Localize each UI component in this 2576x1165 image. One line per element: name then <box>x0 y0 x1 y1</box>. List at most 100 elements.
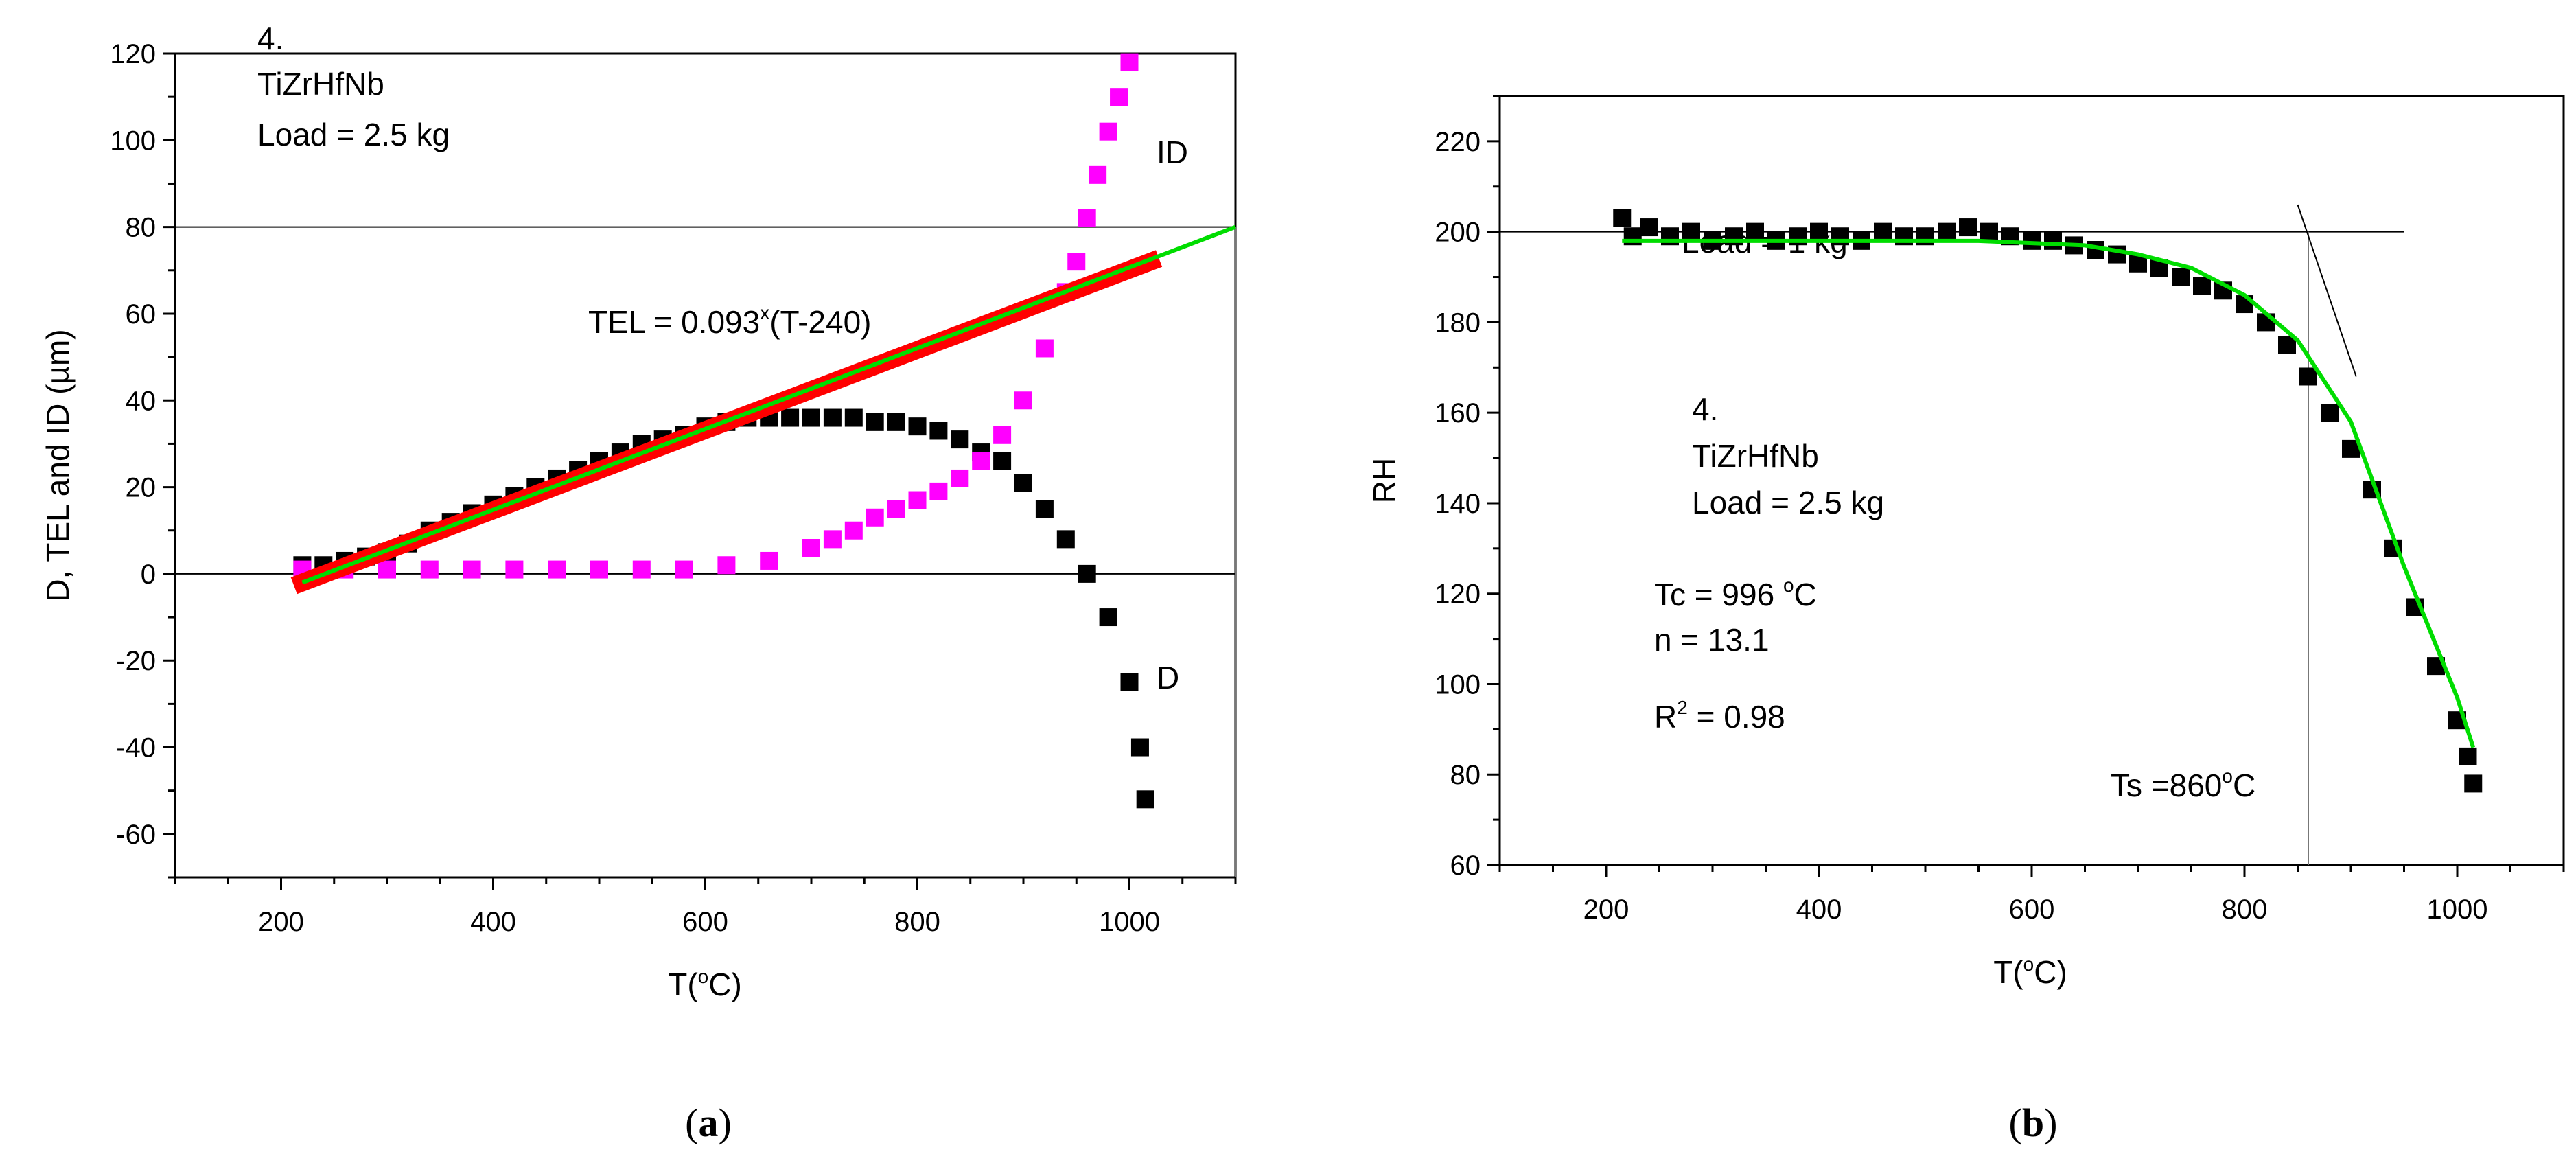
chart-b-xtick-label: 800 <box>2222 895 2268 925</box>
chart-a-ticks: 200 400 600 800 1000 -60 -40 -20 0 20 40 60 80 100 120 <box>110 39 1237 937</box>
chart-b-tangent-line <box>2297 204 2357 377</box>
chart-a-x-label: T(oC) <box>668 966 742 1002</box>
chart-a-point-d <box>1099 608 1117 627</box>
chart-a-point-d <box>866 413 884 431</box>
chart-a-point-d <box>1035 500 1054 518</box>
chart-b-ticks: 200 400 600 800 1000 60 80 100 120 140 160 180 200 22… <box>1435 95 2565 925</box>
chart-b-ytick-label: 100 <box>1435 669 1481 700</box>
chart-b-point-rh <box>1640 218 1658 237</box>
chart-a-point-id <box>1014 391 1032 410</box>
chart-a-annotation-line-3: Load = 2.5 kg <box>257 117 450 152</box>
chart-a-point-id <box>1110 88 1128 106</box>
chart-a-xtick-label: 600 <box>682 907 728 937</box>
chart-b-point-rh <box>1810 222 1828 241</box>
chart-a-point-d <box>823 408 842 427</box>
chart-b-point-rh <box>2459 747 2477 765</box>
chart-a-point-d <box>993 452 1012 470</box>
chart-b-point-rh <box>1980 222 1998 241</box>
chart-a-panel-label: (a) <box>685 1100 732 1145</box>
chart-a-point-d <box>929 422 948 440</box>
chart-b-point-rh <box>2193 277 2211 295</box>
chart-b-ytick-label: 200 <box>1435 218 1481 248</box>
chart-a-point-id <box>420 560 439 579</box>
chart-a-point-id <box>972 452 990 470</box>
chart-b-point-rh <box>1746 222 1764 241</box>
chart-a-label-d: D <box>1157 660 1179 695</box>
chart-a-point-d <box>1056 530 1075 549</box>
chart-b-point-rh <box>1938 222 1956 241</box>
chart-b-point-rh <box>1682 222 1700 241</box>
chart-b-point-rh <box>2321 404 2339 422</box>
chart-a-point-d <box>1078 564 1096 583</box>
chart-b-xtick-label: 1000 <box>2427 895 2488 925</box>
chart-b-tc-value: Tc = 996 oC <box>1654 575 1817 612</box>
chart-a-point-id <box>1067 253 1086 271</box>
chart-a-point-id <box>548 560 566 579</box>
chart-a-point-id <box>844 521 863 540</box>
chart-a-point-d <box>1136 790 1154 809</box>
chart-a-point-id <box>717 556 736 575</box>
chart-a-xtick-label: 400 <box>470 907 516 937</box>
chart-a-point-id <box>1089 165 1107 184</box>
chart-a-ytick-label: 40 <box>126 386 156 416</box>
chart-b-point-rh <box>1613 209 1632 227</box>
chart-a-point-d <box>887 413 905 431</box>
chart-a-ytick-label: -60 <box>116 820 156 850</box>
chart-b-point-rh <box>1874 222 1892 241</box>
chart-a-fit-equation: TEL = 0.093x(T-240) <box>588 302 871 340</box>
chart-a-ytick-label: -40 <box>116 733 156 763</box>
chart-a-point-d <box>844 408 863 427</box>
chart-a-xtick-label: 800 <box>894 907 940 937</box>
chart-a-xtick-label: 200 <box>258 907 304 937</box>
chart-a-ytick-label: 100 <box>110 126 156 156</box>
chart-b-annotation-line-3: Load = 2.5 kg <box>1692 485 1884 520</box>
chart-a-point-d <box>802 408 820 427</box>
chart-a-point-id <box>378 560 396 579</box>
chart-a-annotation-line-1: 4. <box>257 21 283 56</box>
chart-a-point-id <box>1099 122 1117 141</box>
chart-a-point-id <box>887 500 905 518</box>
chart-b-point-rh <box>2464 774 2483 793</box>
chart-b-ytick-label: 80 <box>1450 760 1481 790</box>
chart-b-frame <box>1498 95 2565 866</box>
chart-a-point-d <box>908 417 927 436</box>
chart-b-ytick-label: 60 <box>1450 851 1481 881</box>
chart-b-annotation-line-2: TiZrHfNb <box>1692 438 1819 474</box>
chart-a-series-d <box>293 408 1154 809</box>
chart-a-point-id <box>1035 339 1054 358</box>
chart-a-annotation-line-2: TiZrHfNb <box>257 66 384 102</box>
chart-a-point-d <box>951 430 969 449</box>
chart-a-point-id <box>823 530 842 549</box>
chart-b-panel-label: (b) <box>2009 1100 2058 1145</box>
chart-a-y-label: D, TEL and ID (µm) <box>40 329 76 601</box>
chart-b-ytick-label: 140 <box>1435 489 1481 519</box>
chart-b-ytick-label: 120 <box>1435 579 1481 610</box>
chart-a-point-id <box>951 469 969 487</box>
chart-a-point-id <box>866 508 884 527</box>
chart-a-point-id <box>760 551 778 570</box>
chart-a-ytick-label: 20 <box>126 473 156 503</box>
chart-a-ytick-label: 80 <box>126 213 156 243</box>
chart-a-point-id <box>463 560 481 579</box>
chart-a-point-id <box>1078 209 1096 227</box>
chart-a-point-d <box>1130 738 1149 757</box>
chart-b-point-rh <box>2044 231 2062 250</box>
chart-a-label-id: ID <box>1157 135 1188 170</box>
chart-b-ts-value: Ts =860oC <box>2111 765 2255 803</box>
chart-b-r2-value: R2 = 0.98 <box>1654 697 1785 735</box>
chart-a-point-id <box>929 482 948 500</box>
chart-a-frame <box>174 52 1237 879</box>
chart-b: 200 400 600 800 1000 60 80 100 120 140 160 180 200 22… <box>1367 95 2565 1145</box>
chart-b-annotation-line-1: 4. <box>1692 391 1718 427</box>
chart-b-y-label: RH <box>1367 458 1402 503</box>
chart-b-point-rh <box>2299 367 2317 386</box>
chart-a-fit-line <box>301 224 1237 585</box>
chart-a-point-id <box>993 426 1012 444</box>
chart-a-point-id <box>675 560 693 579</box>
chart-b-xtick-label: 400 <box>1796 895 1842 925</box>
chart-b-x-label: T(oC) <box>1993 954 2067 990</box>
chart-a-point-id <box>505 560 524 579</box>
chart-a-ytick-label: -20 <box>116 646 156 676</box>
chart-a-ytick-label: 120 <box>110 39 156 69</box>
